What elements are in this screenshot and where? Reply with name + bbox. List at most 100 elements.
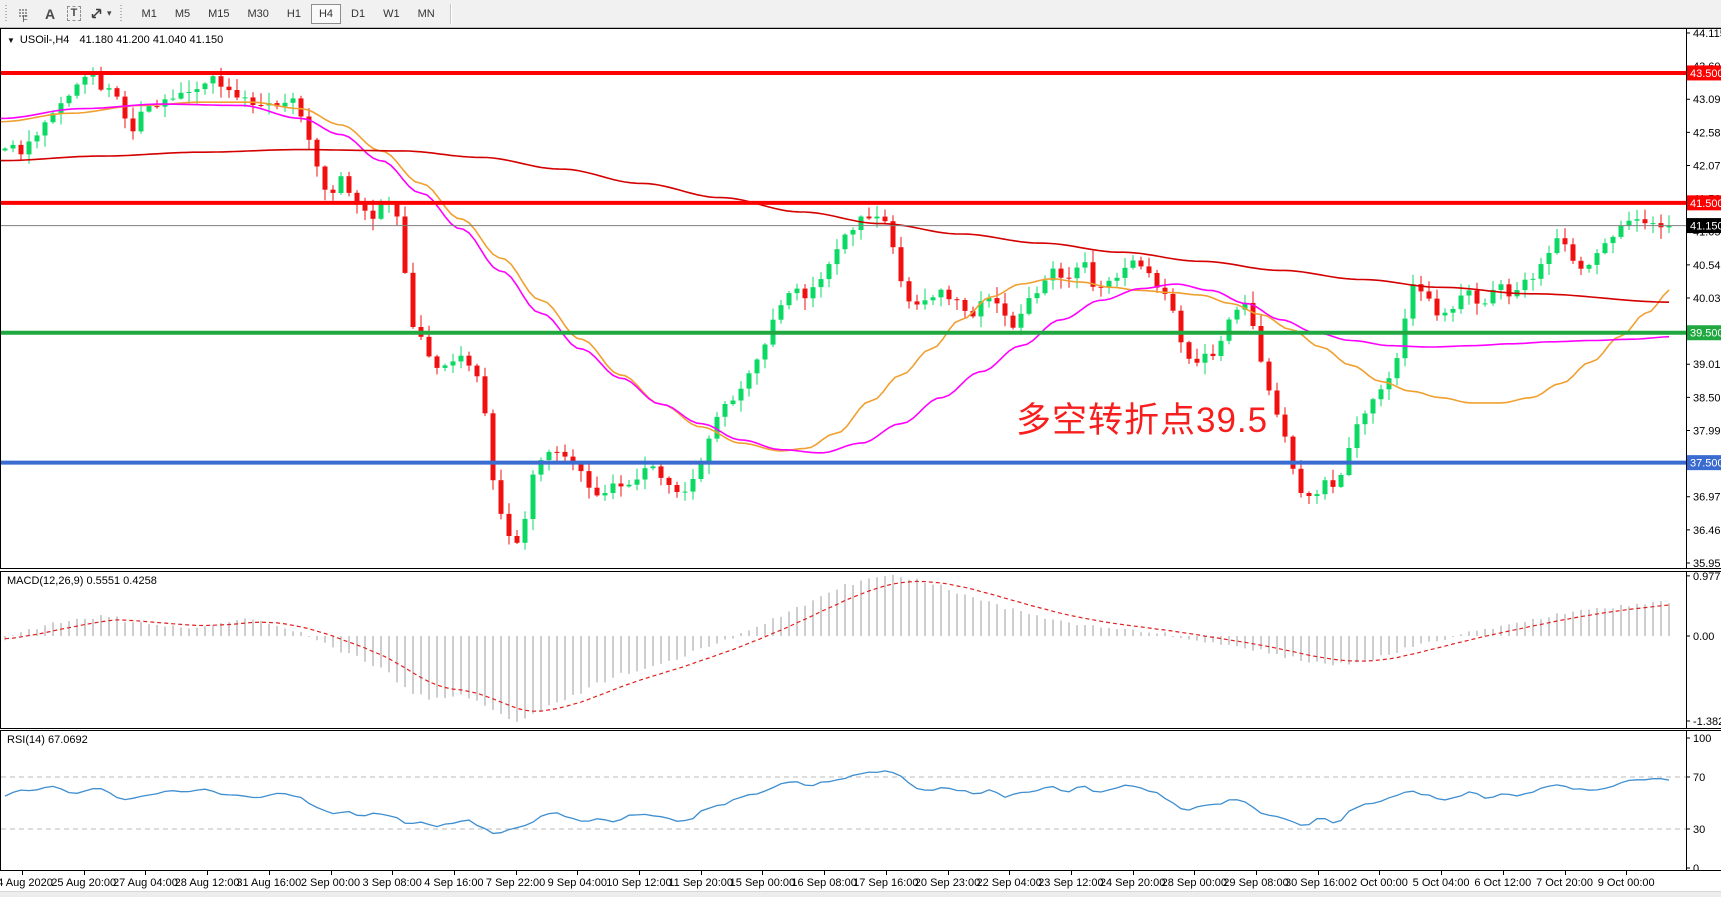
candle-body [1458,295,1464,310]
candle-body [1466,290,1472,296]
candle-body [1554,238,1560,253]
candle-body [178,92,184,99]
time-tick [824,871,826,875]
macd-chart[interactable]: 0.9779 0.00 -1.382 [1,572,1721,728]
time-tick [1502,871,1504,875]
toolbar-grip-handle[interactable] [118,4,125,23]
chart-toolbar: F A T ▾ M1 M5 M15 M30 H1 H4 D1 W1 MN [0,0,1721,28]
candle-body [874,216,880,219]
candle-body [842,234,848,250]
price-tick-label: 36.465 [1693,525,1721,537]
candle-body [1234,309,1240,320]
candle-body [2,148,8,151]
time-tick [83,871,85,875]
candle-body [650,466,656,469]
candle-body [1298,468,1304,493]
timeframe-button-M15[interactable]: M15 [208,7,230,20]
candle-body [1042,280,1048,294]
time-label: 29 Sep 08:00 [1223,877,1289,889]
rsi-chart[interactable]: 100 70 30 0 [1,731,1721,871]
time-label: 23 Sep 12:00 [1038,877,1104,889]
candle-body [66,95,72,104]
candle-body [1074,267,1080,279]
candle-body [298,98,304,117]
candle-body [1114,277,1120,281]
timeframe-button-M1[interactable]: M1 [141,7,157,20]
candle-body [962,300,968,311]
time-label: 30 Sep 16:00 [1284,877,1351,889]
arrows-tool-button[interactable]: ▾ [86,2,115,26]
candle-body [882,216,888,222]
candle-body [1162,287,1168,294]
candle-body [994,298,1000,304]
time-tick [700,871,702,875]
macd-tick-label: 0.9779 [1693,572,1721,583]
timeframe-button-H4[interactable]: H4 [310,3,342,24]
candle-body [1226,319,1232,341]
ohlc-values: 41.180 41.200 41.040 41.150 [79,34,224,46]
timeframe-button-D1[interactable]: D1 [351,7,366,20]
candle-body [50,113,56,123]
rsi-line [4,770,1670,835]
candle-body [818,279,824,288]
candle-body [10,144,16,149]
candle-body [1242,302,1248,310]
price-chart-panel[interactable]: ▼ USOil-,H4 41.180 41.200 41.040 41.150 … [0,28,1721,569]
candle-body [1146,266,1152,274]
rsi-tick-label: 70 [1693,772,1705,784]
time-tick [145,871,147,875]
candle-body [1626,220,1632,226]
candle-body [1210,353,1216,356]
macd-indicator-label: MACD(12,26,9) 0.5551 0.4258 [7,575,157,587]
candle-body [1282,414,1288,437]
candle-body [666,477,672,485]
level-label-box [1687,218,1721,234]
candle-body [450,361,456,366]
timeframe-button-M30[interactable]: M30 [247,7,269,20]
timeframe-button-H1[interactable]: H1 [286,7,301,20]
macd-panel[interactable]: MACD(12,26,9) 0.5551 0.4258 0.9779 0.00 -1… [0,571,1721,729]
candle-body [1034,293,1040,299]
chart-grid-button[interactable]: F [14,2,38,26]
price-tick-label: 39.015 [1693,359,1721,371]
candle-body [1394,358,1400,379]
candle-body [1602,243,1608,254]
candle-body [906,281,912,302]
candle-body [858,216,864,230]
candle-body [802,288,808,299]
candle-body [338,176,344,193]
candlestick-chart[interactable]: 44.11543.60543.09542.58542.07541.56541.0… [1,29,1721,568]
time-label: 4 Sep 16:00 [424,877,484,889]
candle-body [514,536,520,543]
font-tool-button[interactable]: A [38,2,62,26]
candle-body [130,118,136,132]
candle-body [1610,236,1616,244]
rsi-panel[interactable]: RSI(14) 67.0692 100 70 30 0 [0,730,1721,871]
time-label: 27 Aug 04:00 [112,877,178,889]
candle-body [1362,413,1368,425]
candle-body [1314,494,1320,496]
candle-body [1250,302,1256,326]
candle-body [346,176,352,193]
symbol-dropdown-icon[interactable]: ▼ [7,35,15,45]
time-tick [1009,871,1011,875]
candle-body [594,487,600,496]
candle-body [458,355,464,362]
candle-body [258,105,264,106]
text-label-tool-button[interactable]: T [62,2,86,26]
timeframe-button-M5[interactable]: M5 [174,7,191,20]
timeframe-button-W1[interactable]: W1 [383,7,400,20]
candle-body [394,202,400,217]
candle-body [1618,225,1624,237]
time-tick [1626,871,1628,875]
macd-signal-line [4,580,1670,712]
time-tick [1379,871,1381,875]
toolbar-grip-handle[interactable] [4,4,10,23]
timeframe-button-MN[interactable]: MN [417,7,435,20]
candle-body [1322,480,1328,495]
candle-body [1002,303,1008,316]
candle-body [482,376,488,414]
candle-body [202,83,208,90]
time-tick [1132,871,1134,875]
